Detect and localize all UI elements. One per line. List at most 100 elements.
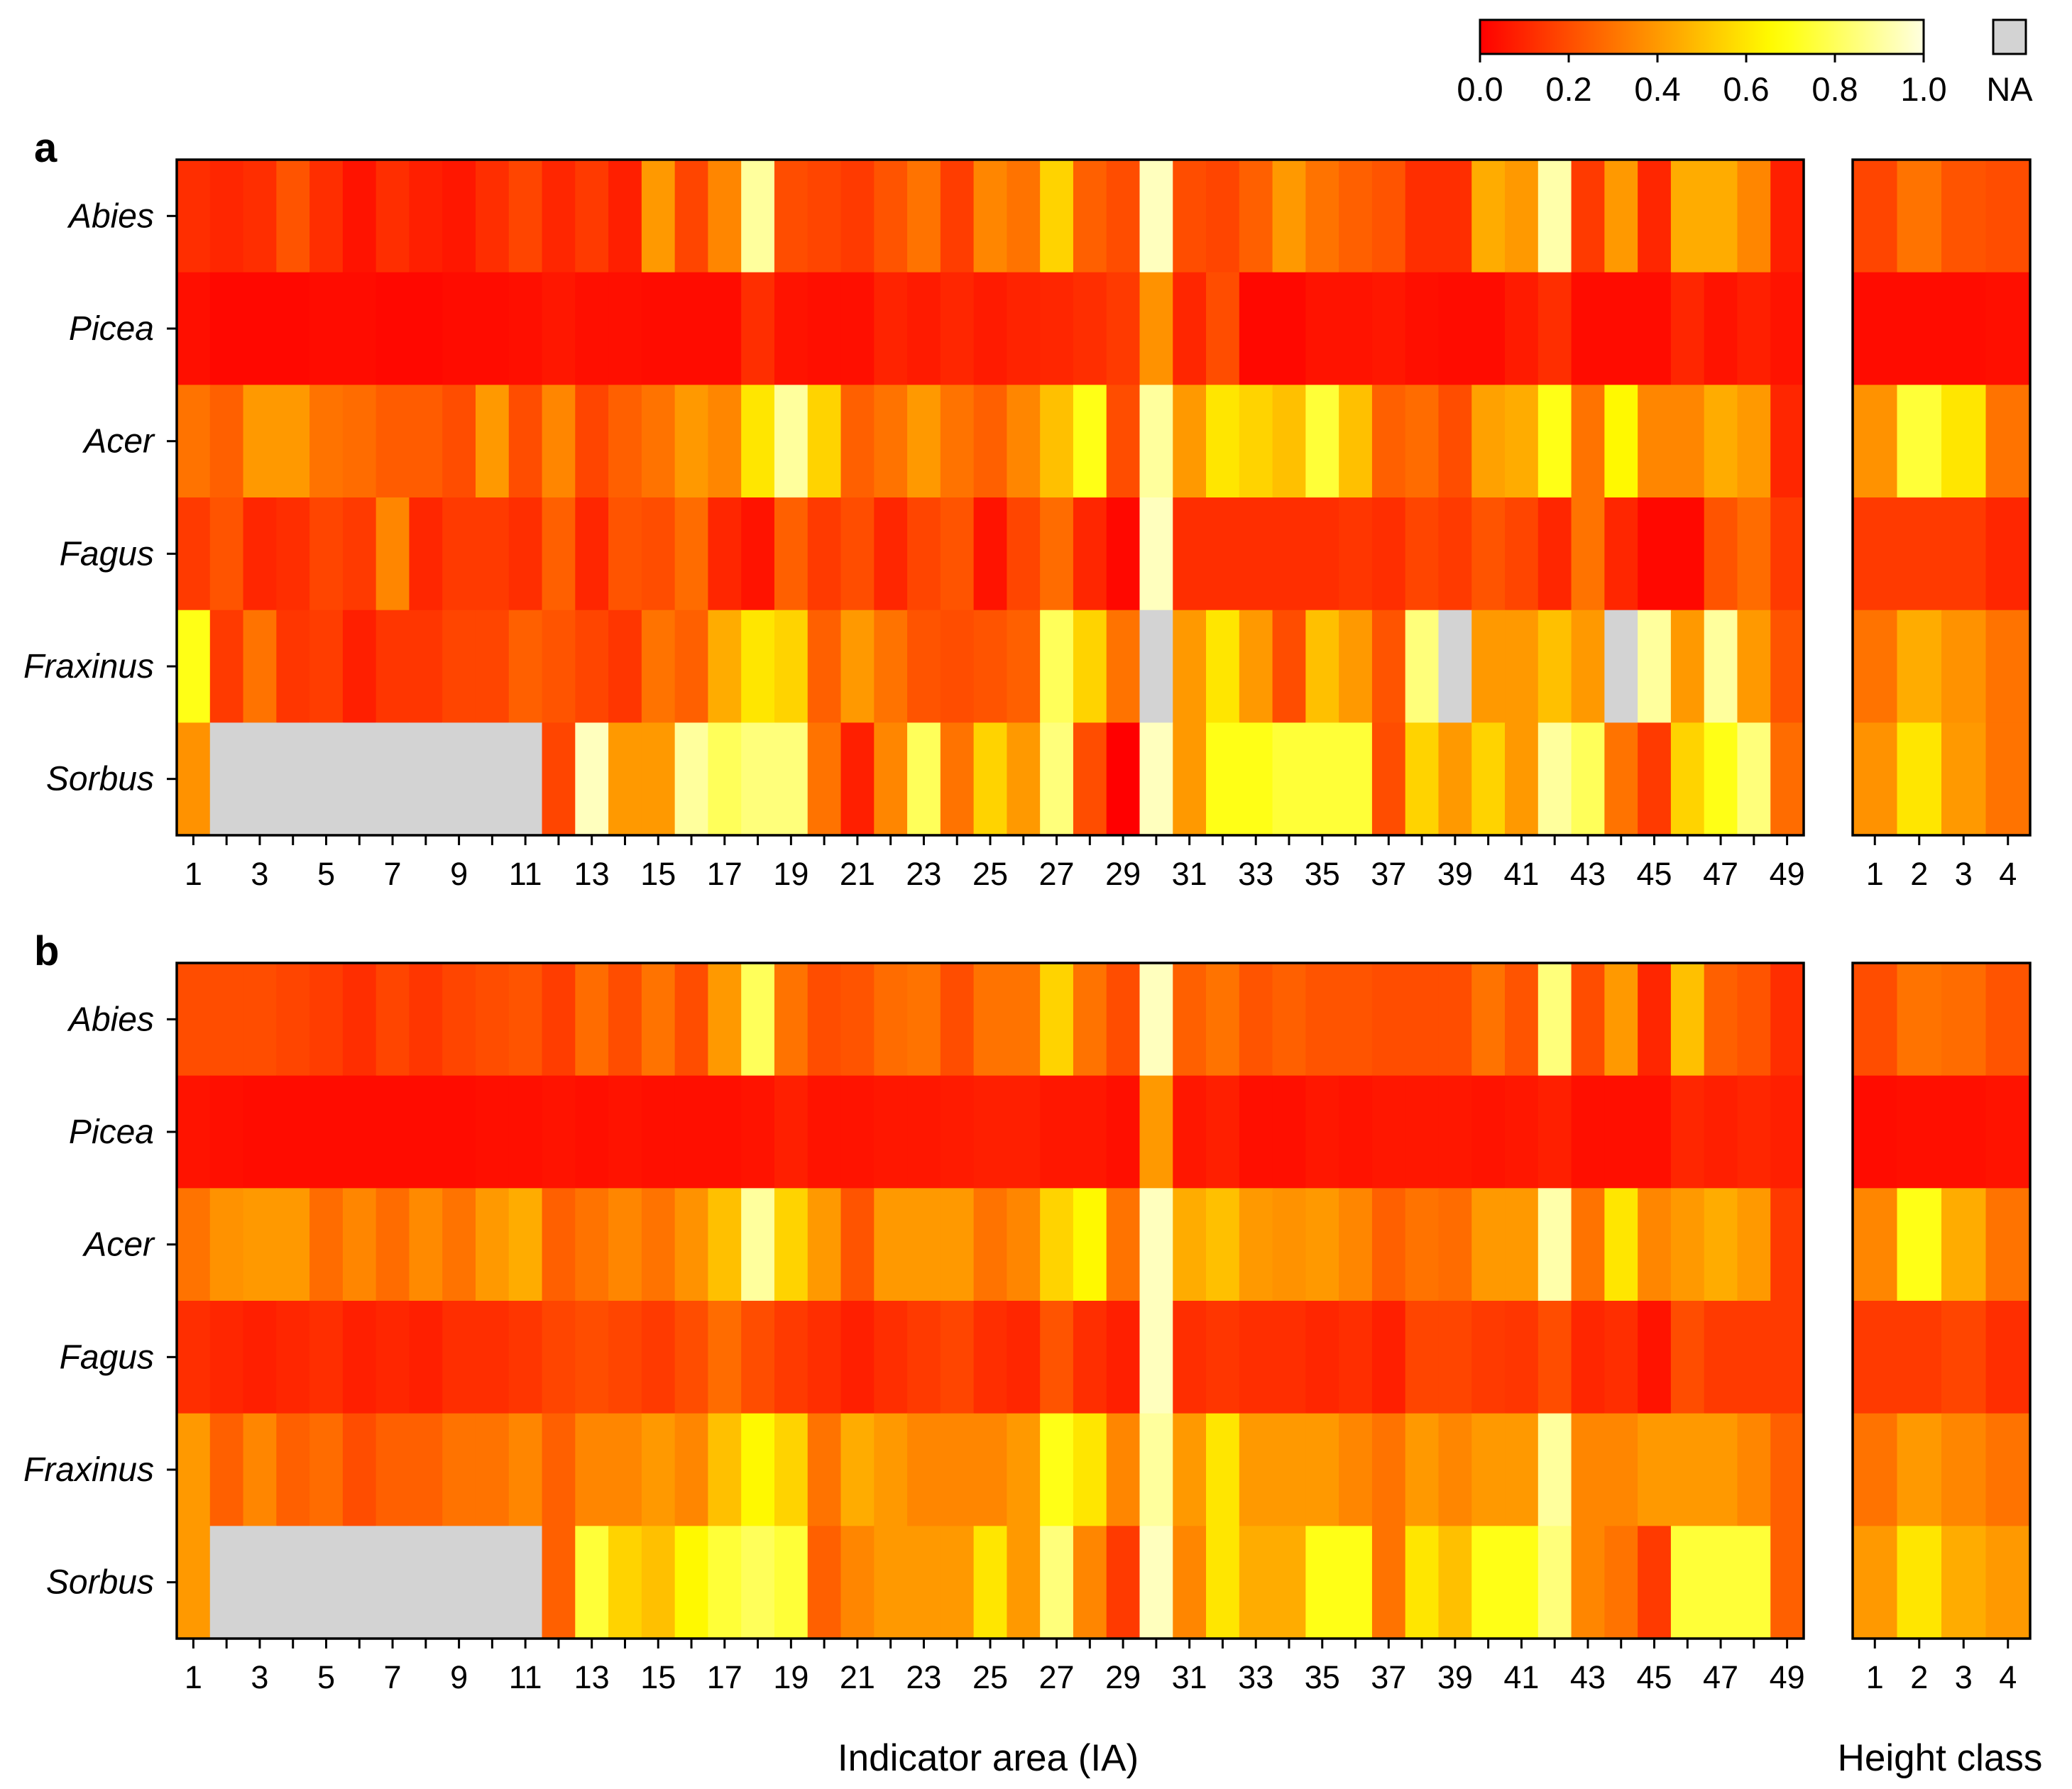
heatmap-cell — [309, 272, 344, 385]
heatmap-cell — [973, 160, 1007, 273]
heatmap-cell — [1638, 1413, 1672, 1526]
heatmap-cell — [1770, 963, 1804, 1077]
height-class-cell — [1897, 722, 1942, 836]
heatmap-cell — [741, 385, 775, 498]
heatmap-cell — [342, 1301, 377, 1414]
heatmap-cell — [1737, 272, 1771, 385]
heatmap-cell — [608, 1188, 642, 1301]
heatmap-cell — [1371, 722, 1406, 836]
heatmap-cell — [376, 1188, 410, 1301]
height-class-cell — [1941, 1075, 1987, 1189]
heatmap-cell — [442, 1301, 476, 1414]
heatmap-cell — [1371, 497, 1406, 611]
heatmap-cell — [973, 1526, 1007, 1639]
heatmap-cell — [209, 1075, 244, 1189]
heatmap-cell — [1405, 722, 1440, 836]
heatmap-cell — [1704, 1301, 1738, 1414]
heatmap-cell — [1638, 497, 1672, 611]
heatmap-cell — [1438, 722, 1472, 836]
heatmap-cell — [1371, 160, 1406, 273]
height-class-cell — [1941, 722, 1987, 836]
heatmap-cell — [442, 1413, 476, 1526]
x-tick-label: 47 — [1703, 856, 1738, 892]
heatmap-cell — [1106, 272, 1141, 385]
height-class-tick-label: 2 — [1910, 1659, 1928, 1695]
heatmap-cell — [807, 1526, 842, 1639]
heatmap-cell — [1339, 272, 1373, 385]
heatmap-cell — [907, 610, 941, 723]
heatmap-cell — [1571, 1075, 1605, 1189]
heatmap-cell — [840, 1301, 875, 1414]
heatmap-cell — [1505, 497, 1539, 611]
heatmap-cell — [1537, 1413, 1572, 1526]
heatmap-cell — [243, 160, 277, 273]
heatmap-cell — [1670, 272, 1705, 385]
heatmap-cell — [973, 963, 1007, 1077]
heatmap-cell — [409, 272, 443, 385]
heatmap-cell — [1537, 963, 1572, 1077]
height-class-cell — [1897, 497, 1942, 611]
heatmap-cell — [1704, 963, 1738, 1077]
heatmap-cell — [1272, 1301, 1306, 1414]
height-class-cell — [1941, 1301, 1987, 1414]
heatmap-cell — [1106, 1413, 1141, 1526]
heatmap-cell — [1305, 963, 1339, 1077]
heatmap-cell — [575, 1526, 609, 1639]
heatmap-cell — [1405, 1301, 1440, 1414]
x-tick-label: 35 — [1305, 856, 1340, 892]
heatmap-cell — [475, 722, 510, 836]
heatmap-cell — [1173, 1188, 1207, 1301]
heatmap-cell — [674, 385, 709, 498]
heatmap-cell — [1770, 1075, 1804, 1189]
heatmap-cell — [774, 497, 808, 611]
heatmap-cell — [243, 1188, 277, 1301]
heatmap-cell — [1405, 963, 1440, 1077]
height-class-cell — [1853, 1413, 1898, 1526]
heatmap-cell — [1173, 272, 1207, 385]
heatmap-cell — [1537, 160, 1572, 273]
heatmap-cell — [1239, 963, 1273, 1077]
heatmap-cell — [1571, 722, 1605, 836]
heatmap-cell — [1604, 497, 1638, 611]
heatmap-cell — [973, 272, 1007, 385]
heatmap-cell — [1704, 1075, 1738, 1189]
heatmap-cell — [1339, 1075, 1373, 1189]
heatmap-cell — [1638, 610, 1672, 723]
heatmap-cell — [1272, 610, 1306, 723]
heatmap-cell — [1239, 385, 1273, 498]
colorbar — [1479, 18, 1925, 55]
heatmap-cell — [708, 610, 742, 723]
heatmap-cell — [575, 722, 609, 836]
heatmap-cell — [1040, 1075, 1074, 1189]
heatmap-cell — [907, 385, 941, 498]
x-tick-label: 29 — [1105, 1659, 1141, 1695]
heatmap-cell — [376, 1413, 410, 1526]
x-tick-label: 35 — [1305, 1659, 1340, 1695]
heatmap-cell — [907, 963, 941, 1077]
heatmap-cell — [1537, 385, 1572, 498]
heatmap-cell — [1604, 1075, 1638, 1189]
heatmap-cell — [1272, 1075, 1306, 1189]
heatmap-cell — [1537, 1301, 1572, 1414]
height-class-tick-label: 4 — [1999, 856, 2017, 892]
row-label-fagus: Fagus — [60, 535, 154, 573]
heatmap-cell — [1073, 610, 1107, 723]
heatmap-cell — [1505, 1413, 1539, 1526]
heatmap-cell — [1073, 1301, 1107, 1414]
heatmap-cell — [276, 272, 310, 385]
height-class-cell — [1985, 1075, 2031, 1189]
height-class-cell — [1853, 385, 1898, 498]
heatmap-cell — [542, 385, 576, 498]
heatmap-cell — [575, 1188, 609, 1301]
heatmap-cell — [342, 1526, 377, 1639]
heatmap-cell — [1505, 610, 1539, 723]
heatmap-cell — [1571, 610, 1605, 723]
heatmap-cell — [1670, 1526, 1705, 1639]
heatmap-cell — [376, 610, 410, 723]
heatmap-cell — [1305, 1075, 1339, 1189]
heatmap-cell — [1770, 385, 1804, 498]
heatmap-cell — [442, 1075, 476, 1189]
heatmap-cell — [940, 1075, 975, 1189]
heatmap-cell — [874, 963, 908, 1077]
heatmap-cell — [442, 722, 476, 836]
